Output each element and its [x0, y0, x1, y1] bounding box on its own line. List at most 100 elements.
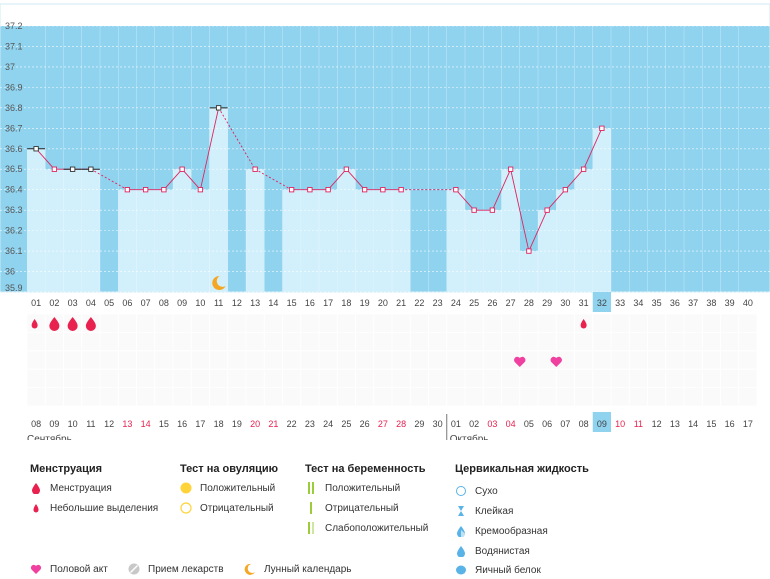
- temp-bar: [392, 189, 411, 292]
- temp-point: [361, 187, 368, 193]
- legend-cervical-eggwhite: Яичный белок: [455, 564, 541, 576]
- legend-pregnancy-title: Тест на беременность: [305, 463, 426, 475]
- temp-bar: [556, 189, 575, 292]
- temp-bar: [337, 169, 356, 292]
- water-drop-icon: [455, 545, 467, 558]
- cycle-day-label: 04: [86, 298, 96, 308]
- temp-point: [471, 207, 477, 213]
- date-label: 28: [396, 419, 406, 429]
- date-label: 17: [743, 419, 753, 429]
- temp-point: [252, 166, 258, 172]
- date-label: 16: [177, 419, 187, 429]
- temp-point: [507, 166, 514, 172]
- temp-bar: [373, 189, 392, 292]
- y-tick-label: 36.3: [5, 205, 23, 215]
- date-label: 06: [542, 419, 552, 429]
- temp-line-segment: [90, 168, 128, 191]
- cycle-day-label: 36: [670, 298, 680, 308]
- temp-bar: [446, 189, 465, 292]
- temp-bar: [209, 107, 228, 292]
- temp-point: [489, 207, 496, 213]
- legend-menstruation: Менструация: [30, 482, 112, 495]
- temp-line-segment: [346, 168, 365, 190]
- legend-pregnancy-weak: Слабоположительный: [305, 522, 428, 534]
- temp-line-segment: [254, 168, 292, 191]
- y-tick-label: 36.1: [5, 246, 23, 256]
- sticky-hourglass-icon: [455, 505, 467, 517]
- temp-bar: [118, 189, 137, 292]
- temp-bar: [300, 189, 319, 292]
- cycle-day-label: 40: [743, 298, 753, 308]
- y-tick-label: 36.7: [5, 123, 23, 133]
- temp-point: [580, 166, 587, 172]
- temp-line-segment: [181, 168, 201, 190]
- current-date-highlight: [592, 412, 611, 432]
- date-label: 18: [214, 419, 224, 429]
- temp-point: [33, 146, 39, 152]
- date-label: 24: [323, 419, 333, 429]
- blood-drop-icon: [30, 482, 42, 495]
- pill-icon: [128, 563, 140, 575]
- temp-point: [51, 166, 58, 172]
- y-tick-label: 36.8: [5, 103, 23, 113]
- temp-bar: [173, 169, 192, 292]
- temp-point: [197, 187, 204, 193]
- single-green-bar-icon: [305, 502, 317, 514]
- y-tick-label: 36.5: [5, 164, 23, 174]
- cycle-day-label: 25: [469, 298, 479, 308]
- cycle-day-label: 14: [268, 298, 278, 308]
- temp-point: [307, 187, 313, 193]
- date-label: 19: [232, 419, 242, 429]
- date-label: 13: [670, 419, 680, 429]
- cycle-day-label: 39: [725, 298, 735, 308]
- date-label: 26: [360, 419, 370, 429]
- date-label: 02: [469, 419, 479, 429]
- date-label: 27: [378, 419, 388, 429]
- cycle-day-label: 16: [305, 298, 315, 308]
- date-label: 05: [524, 419, 534, 429]
- temp-bar: [136, 189, 155, 292]
- temp-bar: [81, 169, 100, 292]
- cycle-day-label: 09: [177, 298, 187, 308]
- temp-bar: [501, 169, 520, 292]
- cycle-day-label: 02: [49, 298, 59, 308]
- y-tick-label: 36.9: [5, 82, 23, 92]
- date-label: 12: [652, 419, 662, 429]
- temp-point: [161, 187, 167, 193]
- cycle-day-label: 05: [104, 298, 114, 308]
- y-tick-label: 36.2: [5, 226, 23, 236]
- month-label: Октябрь: [450, 433, 489, 440]
- cycle-day-label: 13: [250, 298, 260, 308]
- legend-moon: Лунный календарь: [244, 563, 352, 575]
- date-label: 29: [414, 419, 424, 429]
- temp-bar: [191, 189, 210, 292]
- moon-icon: [212, 275, 226, 290]
- temp-line-segment: [565, 168, 584, 190]
- date-label: 04: [506, 419, 516, 429]
- temp-point: [544, 207, 550, 213]
- cycle-day-label: 26: [487, 298, 497, 308]
- date-label: 16: [725, 419, 735, 429]
- temp-line-segment: [583, 128, 603, 170]
- legend-spotting: Небольшие выделения: [30, 502, 158, 514]
- temp-point: [325, 187, 331, 193]
- temp-point: [526, 248, 532, 254]
- heart-icon: [30, 563, 42, 575]
- temp-point: [562, 187, 569, 193]
- y-tick-label: 37: [5, 62, 15, 72]
- date-label: 10: [68, 419, 78, 429]
- legend-intercourse: Половой акт: [30, 563, 108, 575]
- cycle-day-label: 23: [433, 298, 443, 308]
- cycle-day-label: 29: [542, 298, 552, 308]
- cycle-day-label: 19: [360, 298, 370, 308]
- temp-bar: [246, 169, 265, 292]
- cycle-day-label: 11: [214, 298, 223, 308]
- date-label: 14: [688, 419, 698, 429]
- date-label: 09: [49, 419, 59, 429]
- cycle-day-label: 10: [195, 298, 205, 308]
- cycle-day-label: 27: [506, 298, 516, 308]
- temp-line-segment: [510, 169, 530, 252]
- current-day-highlight: [592, 292, 611, 312]
- cycle-day-label: 06: [122, 298, 132, 308]
- temp-line-segment: [455, 189, 475, 211]
